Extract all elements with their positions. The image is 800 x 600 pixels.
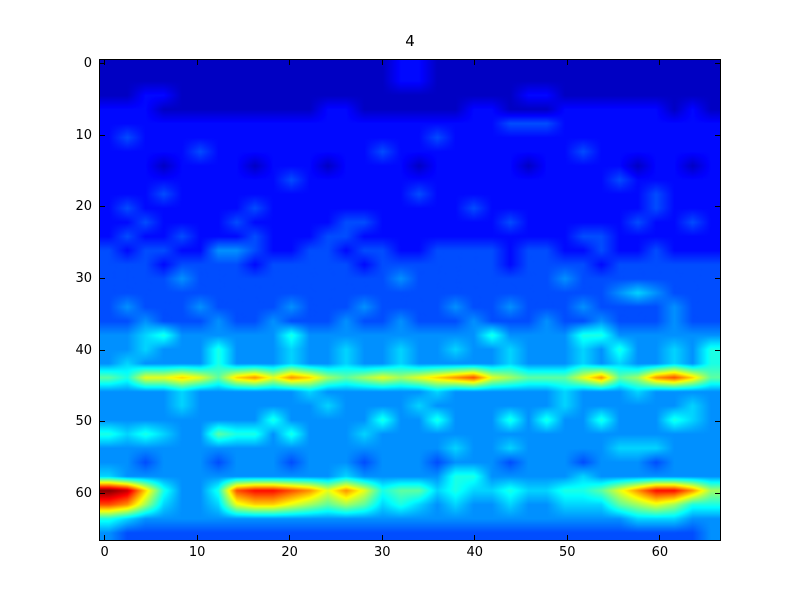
- x-tick-mark: [381, 60, 383, 65]
- plot-area: [99, 59, 721, 541]
- x-tick-mark: [474, 60, 476, 65]
- x-tick-mark: [381, 535, 383, 540]
- x-tick-mark: [289, 535, 291, 540]
- x-tick-label: 60: [651, 545, 669, 560]
- y-tick-mark: [100, 349, 105, 351]
- y-tick-label: 0: [83, 56, 92, 72]
- x-tick-mark: [566, 535, 568, 540]
- x-tick-label: 0: [100, 545, 109, 560]
- x-tick-mark: [196, 60, 198, 65]
- y-tick-label: 10: [75, 127, 92, 143]
- y-tick-mark: [100, 134, 105, 136]
- x-tick-label: 30: [373, 545, 391, 560]
- x-tick-mark: [289, 60, 291, 65]
- x-tick-mark: [104, 60, 106, 65]
- y-tick-mark: [715, 349, 720, 351]
- y-tick-mark: [715, 421, 720, 423]
- y-tick-label: 40: [75, 342, 92, 358]
- y-tick-mark: [715, 492, 720, 494]
- y-tick-label: 30: [75, 271, 92, 286]
- x-tick-label: 40: [466, 545, 484, 560]
- y-tick-mark: [100, 492, 105, 494]
- y-tick-mark: [100, 421, 105, 423]
- y-tick-label: 50: [75, 414, 92, 430]
- chart-title: 4: [405, 32, 415, 50]
- y-tick-mark: [715, 63, 720, 65]
- y-tick-mark: [100, 278, 105, 279]
- x-tick-mark: [104, 535, 106, 540]
- y-tick-label: 20: [75, 199, 92, 215]
- x-tick-label: 50: [559, 545, 576, 560]
- y-tick-mark: [715, 206, 720, 208]
- y-tick-mark: [715, 134, 720, 136]
- x-tick-mark: [659, 60, 661, 65]
- y-tick-label: 60: [75, 485, 92, 501]
- heatmap-canvas: [100, 60, 720, 540]
- x-tick-mark: [196, 535, 198, 540]
- x-tick-mark: [566, 60, 568, 65]
- y-tick-mark: [715, 278, 720, 279]
- x-tick-label: 20: [281, 545, 298, 560]
- x-tick-label: 10: [188, 545, 206, 560]
- y-tick-mark: [100, 206, 105, 208]
- x-tick-mark: [659, 535, 661, 540]
- y-tick-mark: [100, 63, 105, 65]
- x-tick-mark: [474, 535, 476, 540]
